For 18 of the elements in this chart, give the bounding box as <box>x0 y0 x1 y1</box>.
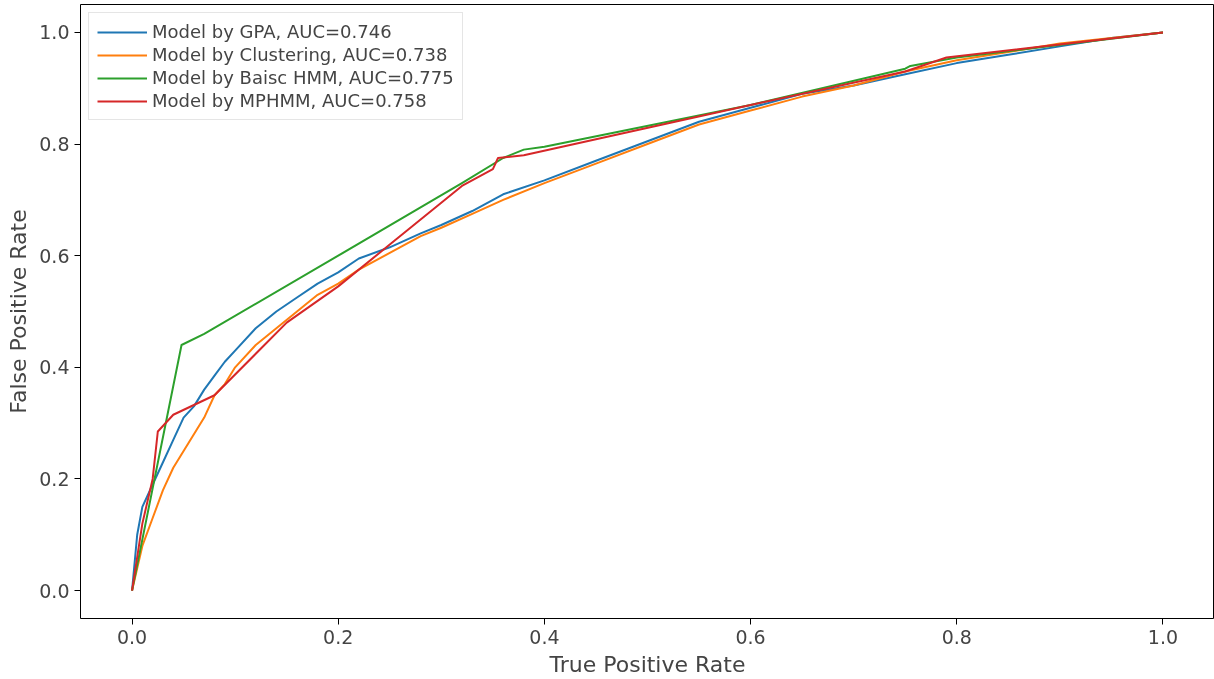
y-tick-label: 1.0 <box>39 21 70 44</box>
x-tick-label: 0.6 <box>735 625 766 648</box>
x-tick-label: 0.2 <box>323 625 354 648</box>
y-tick-label: 0.2 <box>39 467 70 490</box>
x-tick-label: 1.0 <box>1147 625 1179 648</box>
x-axis-title: True Positive Rate <box>548 651 746 677</box>
y-tick-label: 0.6 <box>39 244 70 267</box>
x-tick-label: 0.8 <box>941 625 972 648</box>
y-tick-label: 0.4 <box>39 356 70 379</box>
y-tick-label: 0.8 <box>39 133 70 156</box>
legend-label: Model by MPHMM, AUC=0.758 <box>152 90 427 111</box>
x-tick-label: 0.4 <box>529 625 560 648</box>
legend-label: Model by Baisc HMM, AUC=0.775 <box>152 67 454 88</box>
legend-label: Model by GPA, AUC=0.746 <box>152 21 392 42</box>
y-tick-label: 0.0 <box>39 579 70 602</box>
legend-label: Model by Clustering, AUC=0.738 <box>152 44 448 65</box>
x-tick-label: 0.0 <box>116 625 148 648</box>
y-axis-title: False Positive Rate <box>6 209 32 414</box>
